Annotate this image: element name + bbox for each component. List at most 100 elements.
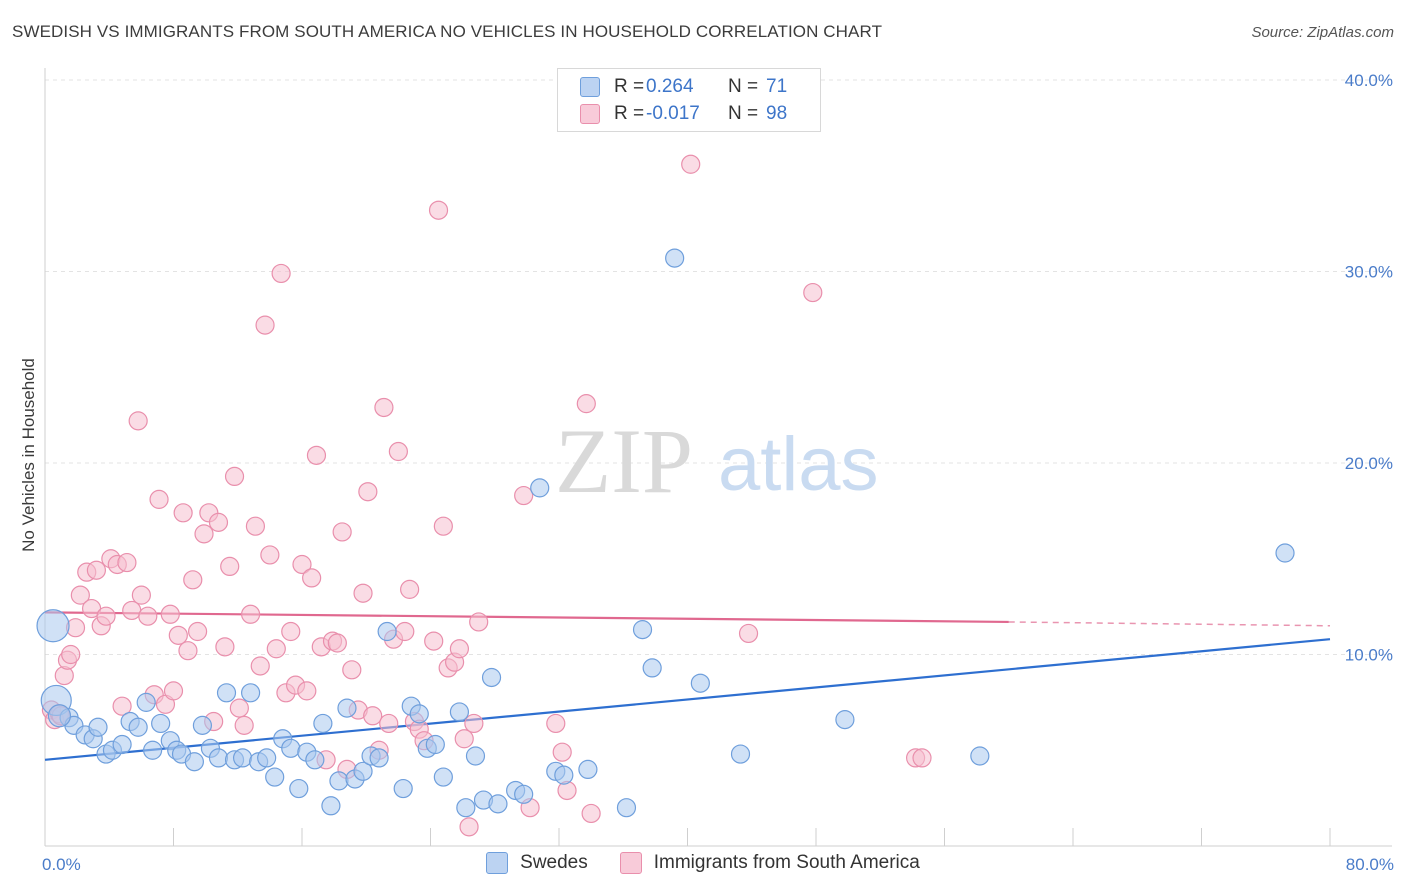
immigrants-point — [449, 639, 470, 659]
immigrants-point — [459, 817, 479, 837]
y-ticks: 10.0% 20.0% 30.0% 40.0% — [1345, 71, 1393, 665]
immigrants-point — [454, 729, 474, 749]
swedes-point — [1275, 543, 1295, 563]
swedes-point — [425, 734, 445, 755]
swedes-point — [305, 750, 325, 770]
immigrants-point — [552, 742, 572, 762]
swedes-point — [313, 713, 333, 734]
immigrants-point — [183, 570, 203, 590]
swedes-point — [393, 778, 413, 799]
legend-n-value: 71 — [766, 76, 788, 97]
swedes-point — [329, 771, 349, 791]
legend-row-swedes: R = 0.264 N = 71 — [580, 75, 787, 99]
watermark-atlas: atlas — [718, 422, 879, 507]
immigrants-point — [61, 644, 81, 665]
x-tick-min: 0.0% — [42, 855, 81, 874]
watermark: ZIP atlas — [555, 410, 879, 512]
swedes-point — [578, 759, 598, 780]
legend-swatch-swedes — [486, 852, 509, 874]
legend-n-label: N = — [728, 103, 759, 124]
swedes-point — [488, 794, 508, 814]
data-points — [36, 154, 1295, 837]
immigrants-point — [160, 604, 180, 624]
immigrants-point — [332, 522, 352, 542]
immigrants-point — [469, 612, 489, 632]
immigrants-point — [514, 485, 534, 506]
immigrants-point — [281, 621, 301, 642]
swedes-point — [321, 796, 341, 816]
swedes-point — [409, 704, 429, 724]
swedes-point — [143, 740, 163, 760]
immigrants-point — [306, 445, 327, 465]
swedes-point — [88, 717, 108, 737]
immigrants-point — [229, 698, 249, 718]
immigrants-point — [168, 625, 188, 645]
swedes-point — [377, 621, 397, 642]
immigrants-point — [187, 621, 208, 642]
immigrants-point — [581, 803, 601, 824]
legend-label-swedes: Swedes — [520, 852, 588, 873]
legend-item-immigrants: Immigrants from South America — [619, 852, 920, 874]
immigrants-point — [241, 604, 261, 624]
swedes-point — [642, 658, 662, 678]
swedes-point — [970, 746, 990, 766]
swedes-point — [465, 746, 486, 766]
immigrants-point — [122, 600, 142, 621]
swedes-point — [530, 478, 550, 498]
swedes-point — [136, 692, 156, 712]
swedes-point — [690, 673, 710, 693]
swedes-point — [456, 798, 476, 818]
chart-title: SWEDISH VS IMMIGRANTS FROM SOUTH AMERICA… — [12, 22, 883, 41]
immigrants-point — [224, 466, 245, 487]
immigrants-point — [86, 560, 107, 580]
y-tick-label: 10.0% — [1345, 646, 1393, 665]
immigrants-point — [250, 656, 270, 676]
swedes-point — [665, 248, 685, 268]
legend-item-swedes: Swedes — [486, 852, 588, 874]
immigrants-point — [342, 660, 362, 680]
swedes-point — [337, 698, 357, 718]
swedes-point — [241, 683, 261, 703]
swedes-point — [232, 748, 253, 768]
immigrants-point — [327, 633, 347, 653]
grid-lines — [45, 79, 1392, 655]
legend-row-immigrants: R = -0.017 N = 98 — [580, 102, 787, 126]
swedes-point — [369, 748, 389, 768]
immigrants-point — [803, 282, 823, 303]
swedes-point — [616, 798, 637, 818]
series-legend: Swedes Immigrants from South America — [0, 852, 1406, 874]
legend-r-label: R = — [614, 103, 645, 124]
watermark-zip: ZIP — [555, 410, 693, 512]
swedes-point — [433, 767, 453, 787]
immigrants-point — [388, 441, 408, 462]
swedes-point — [257, 748, 277, 768]
swedes-point — [481, 667, 502, 688]
legend-r-value: -0.017 — [646, 103, 700, 124]
legend-swatch-blue — [580, 77, 600, 97]
immigrants-point — [358, 482, 378, 502]
immigrants-point — [234, 715, 254, 735]
immigrants-point — [131, 585, 151, 605]
swedes-point — [265, 767, 285, 787]
immigrants-point — [292, 554, 312, 575]
immigrants-point — [194, 524, 214, 544]
immigrants-point — [428, 200, 449, 220]
y-tick-label: 30.0% — [1345, 263, 1393, 282]
immigrants-point — [117, 552, 137, 573]
immigrants-trend-extension — [1008, 621, 1331, 627]
immigrants-point — [112, 696, 132, 716]
swedes-point — [449, 702, 470, 722]
immigrants-trend-line — [44, 611, 1009, 624]
swedes-point — [353, 761, 373, 781]
trend-lines — [44, 611, 1331, 761]
swedes-point — [216, 683, 237, 703]
immigrants-point — [433, 516, 453, 536]
swedes-point — [192, 715, 213, 735]
swedes-point — [151, 713, 171, 734]
immigrants-point — [395, 621, 415, 642]
immigrants-point — [576, 394, 596, 414]
x-tick-max: 80.0% — [1346, 855, 1394, 874]
immigrants-point — [149, 489, 169, 509]
immigrants-point — [400, 579, 420, 599]
